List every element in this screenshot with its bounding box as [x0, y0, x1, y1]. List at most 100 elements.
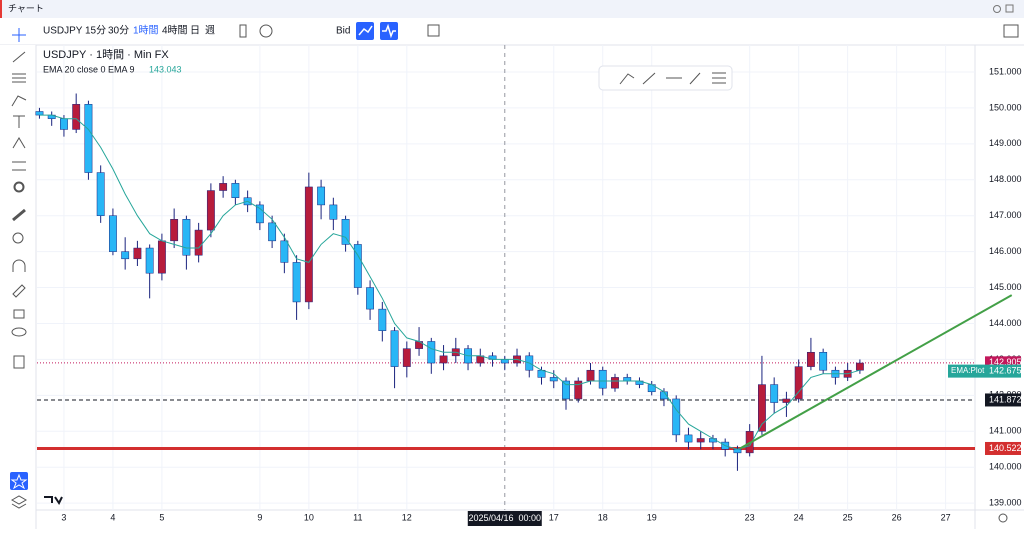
- candle-body: [145, 247, 154, 274]
- tool-icon[interactable]: [712, 72, 726, 84]
- x-tick-label: 18: [598, 512, 608, 522]
- fib-tool[interactable]: [12, 73, 26, 83]
- candle-body: [35, 111, 44, 116]
- add-indicator-icon[interactable]: [259, 24, 273, 38]
- price-label: 140.522: [989, 443, 1022, 453]
- x-tick-label: 9: [257, 512, 262, 522]
- magnet-tool[interactable]: [12, 259, 26, 272]
- interval-button[interactable]: 30分: [108, 25, 129, 37]
- title-bar: [0, 0, 1024, 18]
- brush-tool[interactable]: [13, 181, 25, 193]
- candle-body: [611, 377, 619, 389]
- settings-icon[interactable]: [993, 5, 1001, 13]
- lock-draw-tool[interactable]: [12, 284, 26, 298]
- candle-body: [194, 229, 203, 256]
- candle-body: [549, 377, 558, 382]
- interval-button[interactable]: 1時間: [133, 25, 159, 37]
- candle-body: [770, 384, 779, 403]
- price-label: 141.872: [989, 394, 1022, 404]
- floating-tools: [619, 72, 726, 85]
- candle-body: [353, 244, 362, 288]
- candle-body: [500, 359, 509, 364]
- measure-tool[interactable]: [12, 161, 26, 171]
- x-tick-label: 3: [61, 512, 66, 522]
- ema-value-bg: [985, 364, 1021, 378]
- candle-body: [390, 330, 399, 367]
- candle-type-icon[interactable]: [239, 24, 247, 38]
- price-label-bg: [985, 441, 1021, 455]
- interval-button[interactable]: 日: [190, 26, 200, 37]
- trendline-tool[interactable]: [12, 51, 26, 63]
- candle-body: [231, 183, 240, 198]
- axis-settings[interactable]: [998, 513, 1008, 523]
- interval-button[interactable]: 4時間: [162, 25, 188, 37]
- y-tick-label: 139.000: [989, 498, 1022, 508]
- price-type[interactable]: Bid: [336, 26, 350, 37]
- candle-body: [96, 172, 105, 216]
- x-tick-label: 23: [745, 512, 755, 522]
- y-tick-label: 144.000: [989, 318, 1022, 328]
- candle-body: [696, 438, 705, 443]
- pattern-tool[interactable]: [11, 95, 27, 107]
- zoom-tool[interactable]: [12, 232, 24, 244]
- text-tool[interactable]: [13, 115, 25, 128]
- tool-icon[interactable]: [642, 72, 656, 85]
- x-tick-label: 12: [402, 512, 412, 522]
- candle-body: [108, 215, 117, 252]
- line-chart-button[interactable]: [356, 22, 374, 40]
- x-tick-label: 11: [353, 512, 362, 522]
- floating-toolbar: [598, 65, 733, 91]
- candle-body: [782, 398, 791, 403]
- x-tick-label: 24: [794, 512, 804, 522]
- symbol[interactable]: USDJPY: [43, 26, 83, 37]
- legend-symbol: USDJPY · 1時間 · Min FX: [43, 48, 169, 61]
- icon: [382, 23, 396, 39]
- x-tick-label: 5: [159, 512, 164, 522]
- layers-icon[interactable]: [10, 495, 28, 509]
- candle-body: [170, 219, 179, 242]
- candle-body: [439, 355, 448, 364]
- y-tick-label: 149.000: [989, 138, 1022, 148]
- lock-tool[interactable]: [13, 309, 25, 319]
- candle-body: [684, 434, 693, 443]
- layout-icon[interactable]: [1003, 24, 1019, 38]
- tool-icon[interactable]: [689, 72, 701, 85]
- candle-body: [672, 398, 681, 436]
- candle-body: [623, 377, 632, 382]
- candle-body: [133, 247, 142, 260]
- candle-body: [255, 204, 264, 224]
- maximize-icon[interactable]: [1005, 4, 1014, 13]
- crosshair-label: 2025/04/16 00:00: [468, 513, 541, 523]
- ema-value: 142.675: [989, 365, 1022, 375]
- candle-body: [378, 308, 387, 331]
- trendline: [739, 294, 1013, 450]
- y-tick-label: 140.000: [989, 462, 1022, 472]
- toolbar-texts: USDJPY Bid 15分 30分 1時間 4時間日週: [43, 25, 350, 37]
- ema-name-bg: [948, 364, 985, 378]
- forecast-tool[interactable]: [12, 137, 26, 149]
- y-tick-label: 141.000: [989, 426, 1022, 436]
- candle-body: [562, 380, 570, 400]
- ema-name: EMA:Plot: [951, 366, 985, 375]
- visibility-tool[interactable]: [11, 327, 27, 337]
- y-tick-label: 147.000: [989, 210, 1022, 220]
- ruler-tool[interactable]: [12, 208, 26, 222]
- star-icon: [10, 473, 28, 490]
- delete-tool[interactable]: [13, 355, 25, 369]
- title-accent: [0, 0, 2, 18]
- candle-body: [157, 240, 166, 274]
- candle-body: [268, 222, 277, 242]
- candle-body: [72, 104, 81, 130]
- candle-body: [586, 369, 595, 382]
- chart: 139.000140.000141.000142.000143.000144.0…: [35, 45, 1022, 526]
- candle-body: [304, 186, 313, 303]
- interval-button[interactable]: 15分: [85, 25, 106, 37]
- window-title: チャート: [8, 3, 44, 13]
- interval-button[interactable]: 週: [205, 25, 215, 37]
- candle-body: [758, 384, 766, 432]
- layout-icon[interactable]: [427, 24, 440, 37]
- cursor-tool[interactable]: [12, 28, 26, 42]
- tool-icon[interactable]: [619, 73, 635, 85]
- y-tick-label: 150.000: [989, 102, 1022, 112]
